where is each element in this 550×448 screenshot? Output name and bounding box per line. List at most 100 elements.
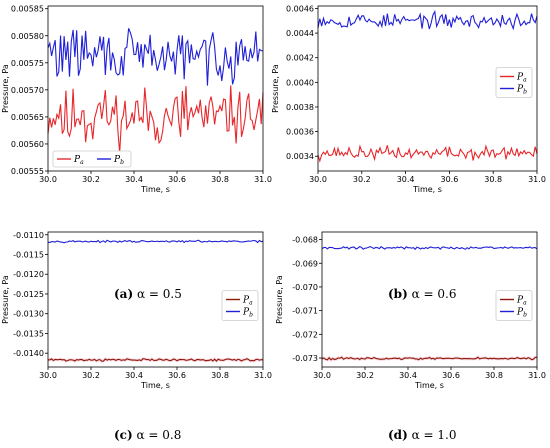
- x-tick-label: 30.8: [484, 175, 502, 184]
- caption-d: (d) α = 1.0: [388, 428, 456, 442]
- plot-frame: [47, 5, 264, 172]
- y-tick-label: 0.0042: [286, 54, 314, 63]
- x-tick-label: 30.6: [440, 175, 458, 184]
- x-tick-label: 30.8: [211, 175, 229, 184]
- x-tick-label: 30.0: [313, 371, 331, 380]
- x-tick-label: 30.0: [39, 175, 57, 184]
- caption-b: (b) α = 0.6: [388, 287, 456, 301]
- legend-box: [221, 290, 259, 321]
- x-tick-label: 30.8: [485, 371, 503, 380]
- legend-label-pb: Pb: [516, 308, 527, 319]
- y-tick-label: 0.00585: [11, 5, 44, 14]
- x-tick-label: 30.0: [309, 175, 327, 184]
- x-tick-label: 30.2: [82, 371, 100, 380]
- y-tick-label: -0.0130: [13, 310, 44, 319]
- x-tick-label: 30.2: [356, 371, 374, 380]
- x-tick-label: 30.4: [125, 371, 143, 380]
- y-axis-label: Pressure, Pa: [1, 275, 10, 324]
- y-tick-label: 0.00560: [11, 140, 44, 149]
- chart-1: 30.0 30.2 30.4 30.6 30.8 31.0 0.0034 0.0036 0.00…: [271, 4, 546, 194]
- caption-b-label: (b): [388, 287, 408, 301]
- y-tick-label: 0.00570: [11, 86, 44, 95]
- y-tick-label: 0.0040: [286, 78, 314, 87]
- chart-3: 30.0 30.2 30.4 30.6 30.8 31.0 -0.068 -0.069 -0.0…: [275, 231, 546, 390]
- x-tick-label: 30.0: [39, 371, 57, 380]
- x-tick-label: 31.0: [254, 371, 272, 380]
- y-tick-label: 0.00580: [11, 32, 44, 41]
- series-line-pb: [317, 9, 538, 31]
- plot-frame: [47, 231, 264, 368]
- legend-box: [52, 150, 132, 168]
- series-line-pa: [47, 358, 264, 362]
- caption-c-text: α = 0.8: [136, 428, 182, 442]
- chart-2: 30.0 30.2 30.4 30.6 30.8 31.0 -0.0110 -0.0115 -0…: [1, 231, 272, 390]
- series-line-pa: [317, 144, 538, 163]
- x-axis-label: Time, s: [140, 381, 170, 390]
- x-tick-label: 30.4: [125, 175, 143, 184]
- x-tick-label: 30.6: [442, 371, 460, 380]
- y-tick-label: -0.071: [292, 307, 318, 316]
- caption-c: (c) α = 0.8: [114, 428, 181, 442]
- series-line-pb: [47, 28, 264, 86]
- x-tick-label: 30.8: [211, 371, 229, 380]
- y-tick-label: -0.072: [292, 330, 318, 339]
- series-line-pa: [47, 85, 264, 154]
- plot-frame: [317, 5, 538, 172]
- y-tick-label: -0.0125: [13, 290, 44, 299]
- y-tick-label: -0.0140: [13, 349, 44, 358]
- y-tick-label: -0.0135: [13, 329, 44, 338]
- y-tick-label: -0.069: [292, 259, 318, 268]
- x-tick-label: 30.4: [399, 371, 417, 380]
- series-line-pb: [47, 239, 264, 244]
- y-tick-label: -0.073: [292, 354, 318, 363]
- y-tick-label: -0.0115: [13, 251, 44, 260]
- x-tick-label: 31.0: [254, 175, 272, 184]
- y-tick-label: 0.0046: [286, 4, 314, 13]
- legend-box: [495, 67, 533, 98]
- y-tick-label: 0.00565: [11, 113, 44, 122]
- caption-a-text: α = 0.5: [136, 287, 182, 301]
- y-tick-label: 0.0038: [286, 103, 314, 112]
- legend-label-pa: Pa: [73, 155, 84, 166]
- y-tick-label: -0.068: [292, 236, 318, 245]
- legend-label-pa: Pa: [242, 296, 253, 307]
- plot-frame: [321, 231, 538, 368]
- x-tick-label: 30.2: [82, 175, 100, 184]
- caption-c-label: (c): [114, 428, 133, 442]
- caption-d-label: (d): [388, 428, 408, 442]
- x-tick-label: 30.4: [397, 175, 415, 184]
- y-tick-label: 0.0036: [286, 128, 314, 137]
- chart-0: 30.0 30.2 30.4 30.6 30.8 31.0 0.00555 0.00560 0.…: [1, 5, 272, 194]
- y-tick-label: 0.0044: [286, 29, 314, 38]
- y-tick-label: 0.00575: [11, 59, 44, 68]
- legend: Pa Pb: [52, 150, 132, 168]
- caption-a-label: (a): [114, 287, 134, 301]
- y-tick-label: 0.00555: [11, 167, 44, 176]
- x-axis-label: Time, s: [412, 185, 442, 194]
- y-axis-label: Pressure, Pa: [275, 275, 284, 324]
- y-tick-label: -0.0120: [13, 270, 44, 279]
- y-tick-label: 0.0034: [286, 152, 314, 161]
- x-axis-label: Time, s: [414, 381, 444, 390]
- legend-label-pb: Pb: [516, 85, 527, 96]
- x-tick-label: 30.6: [168, 371, 186, 380]
- y-tick-label: -0.070: [292, 283, 318, 292]
- y-tick-label: -0.0110: [13, 231, 44, 240]
- y-axis-label: Pressure, Pa: [271, 64, 280, 113]
- legend-label-pa: Pa: [516, 73, 527, 84]
- x-axis-label: Time, s: [140, 185, 170, 194]
- series-line-pb: [321, 245, 538, 251]
- legend-label-pb: Pb: [242, 308, 253, 319]
- legend-box: [495, 290, 533, 321]
- x-tick-label: 30.6: [168, 175, 186, 184]
- caption-b-text: α = 0.6: [411, 287, 457, 301]
- series-line-pa: [321, 356, 538, 361]
- caption-a: (a) α = 0.5: [114, 287, 182, 301]
- legend-label-pa: Pa: [516, 296, 527, 307]
- y-axis-label: Pressure, Pa: [1, 64, 10, 113]
- legend-label-pb: Pb: [113, 155, 124, 166]
